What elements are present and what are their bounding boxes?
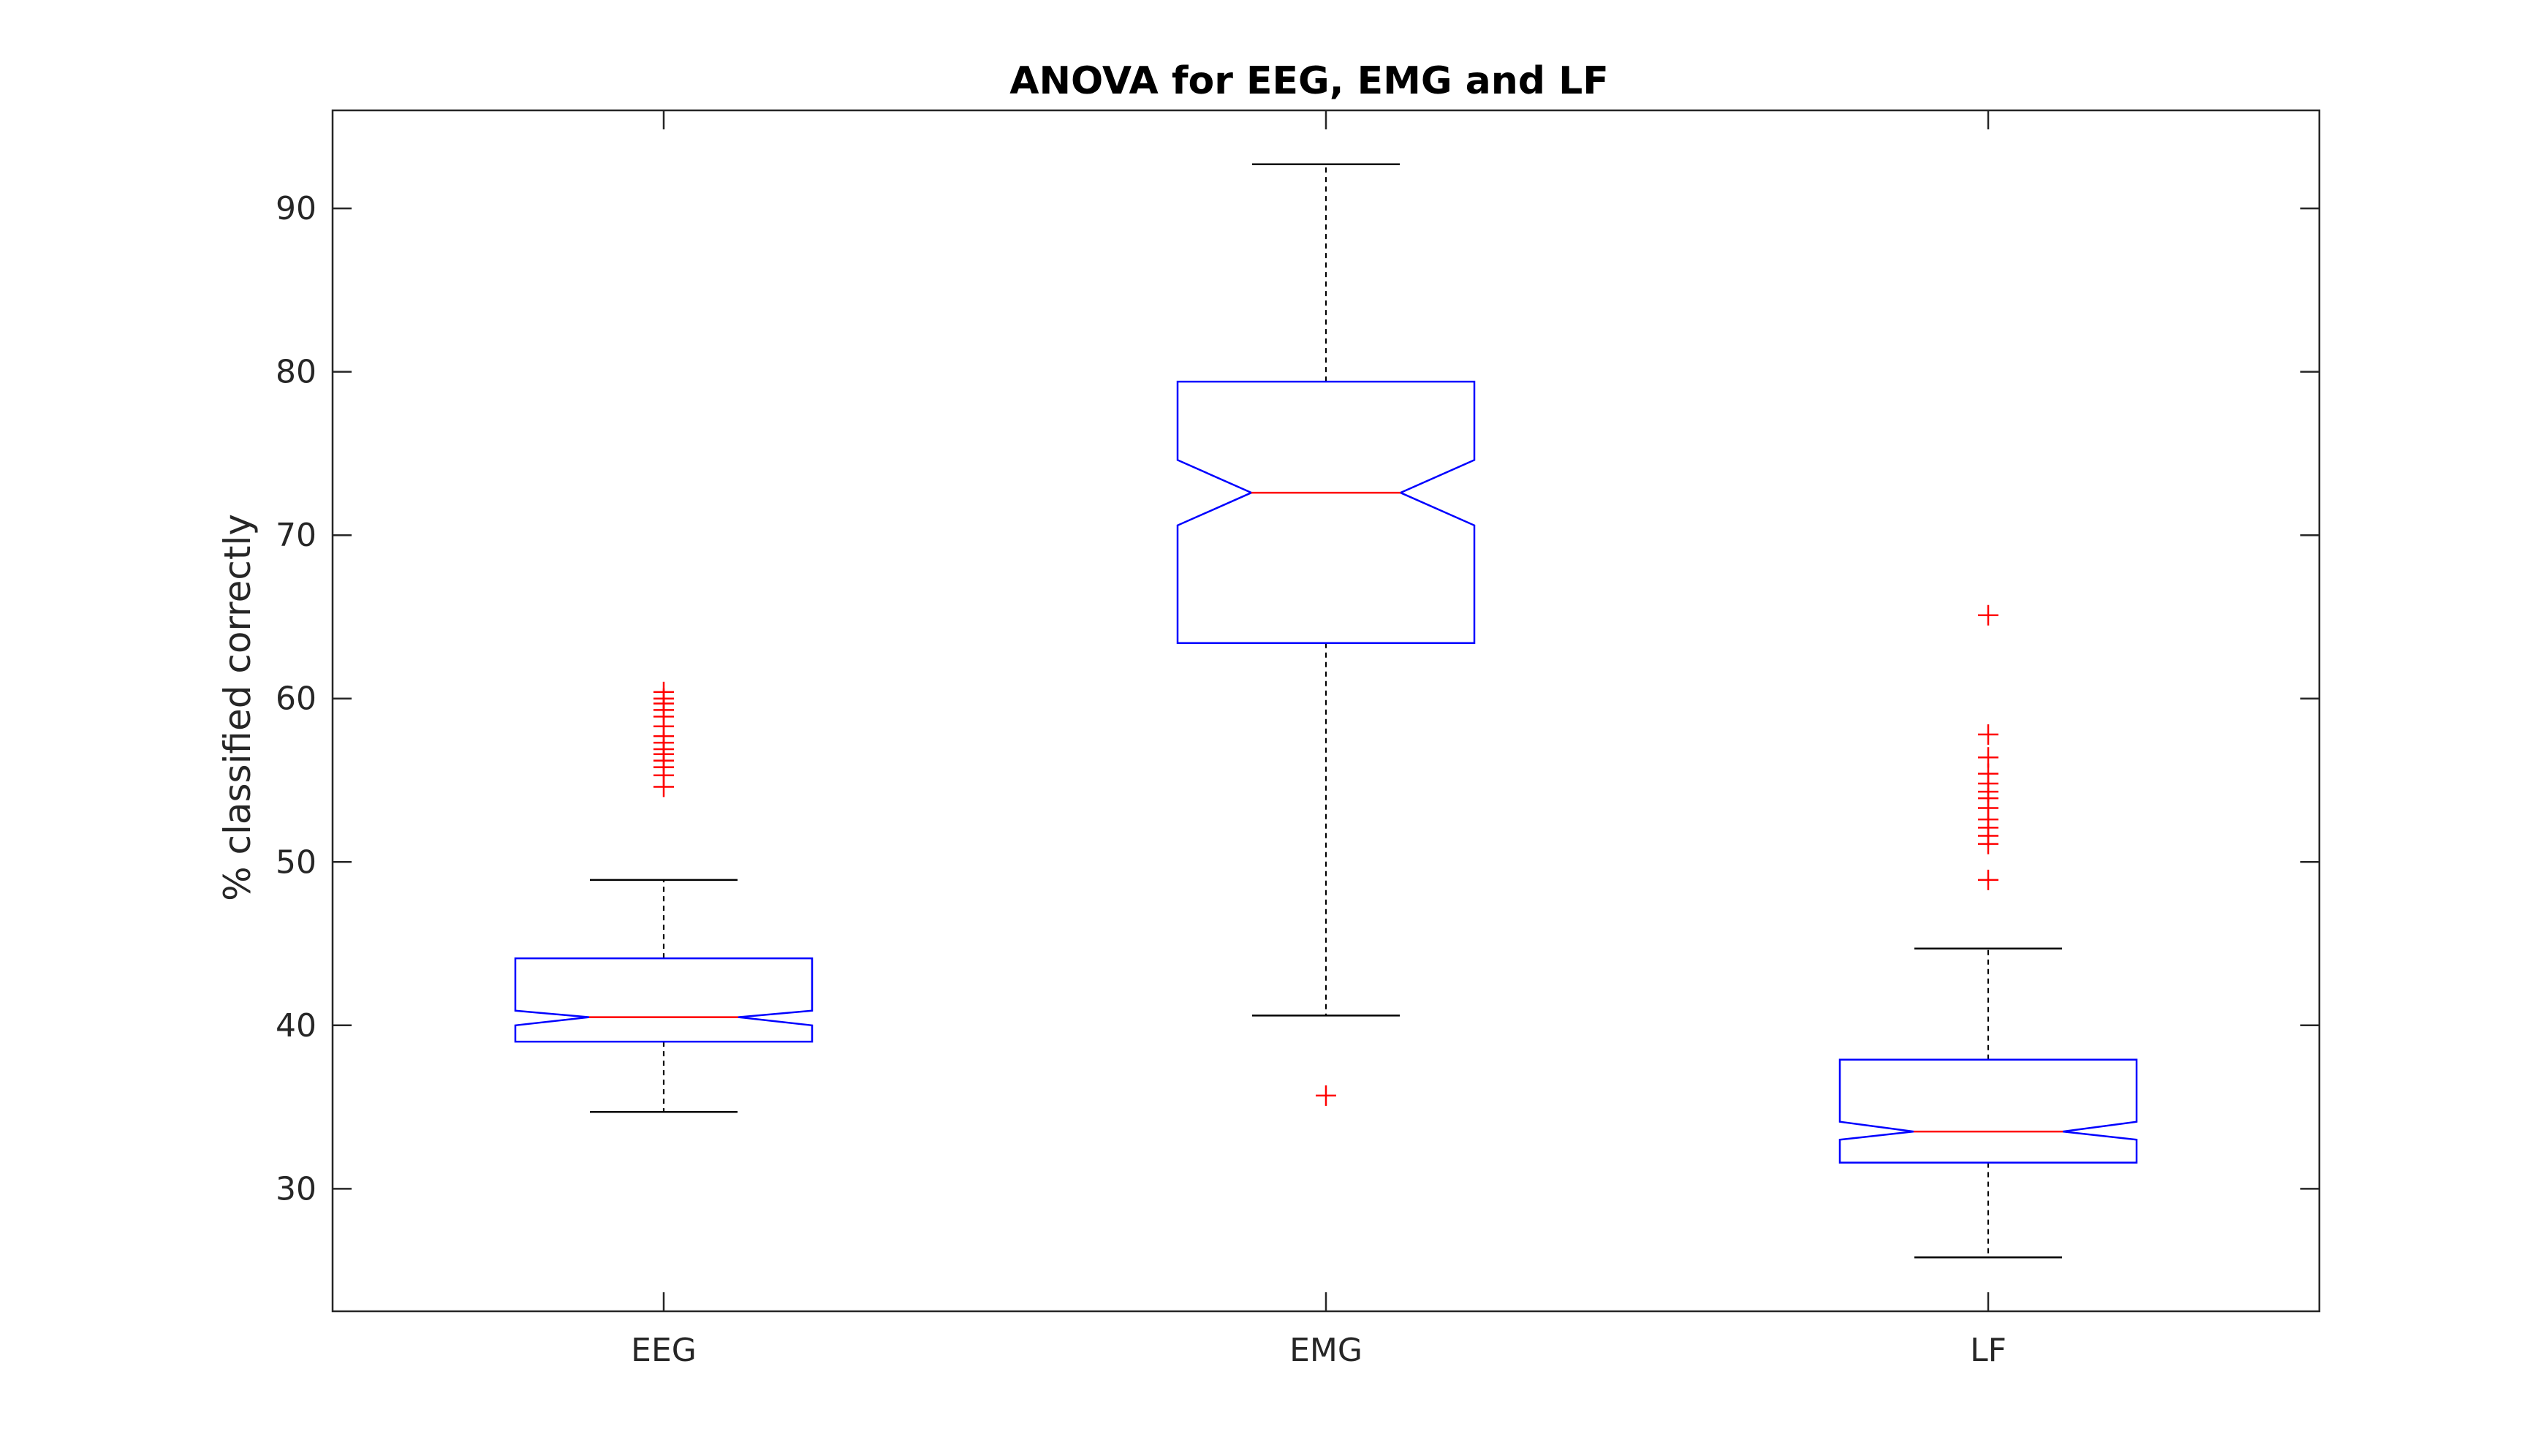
box-eeg <box>514 957 814 1043</box>
y-tick-label: 80 <box>276 354 317 391</box>
y-tick-label: 70 <box>276 517 317 554</box>
box-emg <box>1176 380 1476 644</box>
y-tick-label: 30 <box>276 1170 317 1207</box>
y-tick-label: 90 <box>276 190 317 227</box>
outlier-marker <box>1978 747 1998 768</box>
y-tick-label: 50 <box>276 843 317 881</box>
outlier-marker <box>1316 1085 1336 1106</box>
x-tick-label: EMG <box>1289 1332 1363 1369</box>
y-tick-label: 40 <box>276 1007 317 1044</box>
outlier-marker <box>1978 869 1998 890</box>
x-tick-label: LF <box>1970 1332 2006 1369</box>
x-tick-label: EEG <box>631 1332 697 1369</box>
outlier-marker <box>653 681 674 702</box>
y-tick-label: 60 <box>276 680 317 718</box>
chart-title: ANOVA for EEG, EMG and LF <box>1009 59 1608 103</box>
outlier-marker <box>1978 724 1998 745</box>
outlier-marker <box>1978 604 1998 626</box>
box-lf <box>1838 1058 2138 1164</box>
y-axis-label: % classified correctly <box>216 514 259 901</box>
